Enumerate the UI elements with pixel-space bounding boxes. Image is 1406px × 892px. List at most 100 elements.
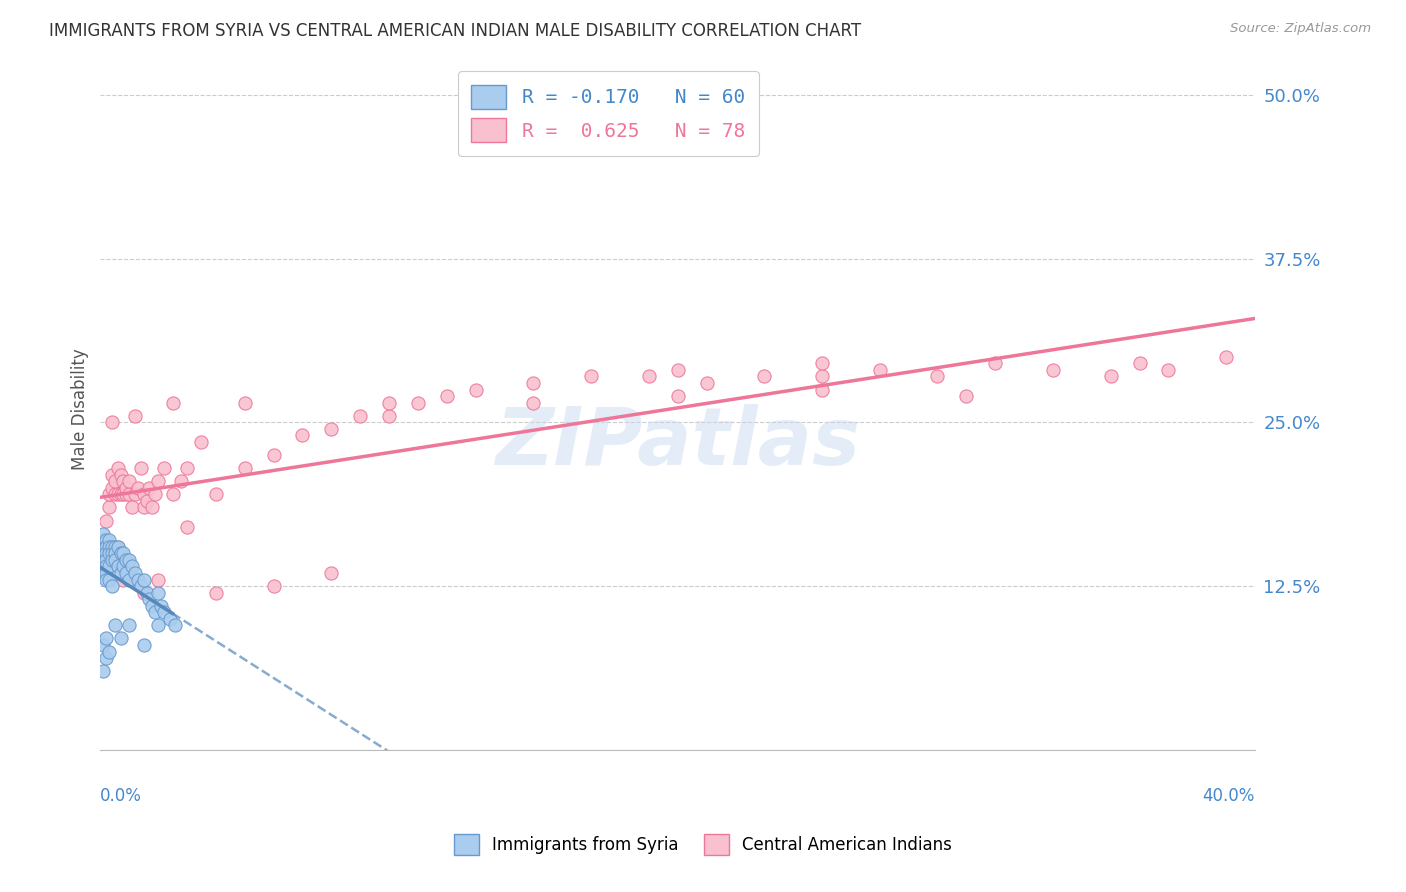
Point xyxy=(91,540,114,554)
Point xyxy=(91,559,114,574)
Legend: Immigrants from Syria, Central American Indians: Immigrants from Syria, Central American … xyxy=(447,828,959,862)
Point xyxy=(91,546,114,560)
Point xyxy=(1157,363,1180,377)
Point xyxy=(165,618,187,632)
Point xyxy=(233,461,256,475)
Point xyxy=(146,585,169,599)
Point xyxy=(115,487,138,501)
Point xyxy=(204,487,226,501)
Point xyxy=(91,553,114,567)
Point xyxy=(170,475,193,489)
Point xyxy=(378,395,401,409)
Point xyxy=(118,566,141,580)
Point xyxy=(112,573,135,587)
Point xyxy=(91,638,114,652)
Point xyxy=(118,487,141,501)
Point xyxy=(132,585,155,599)
Point xyxy=(1099,369,1122,384)
Point xyxy=(153,461,176,475)
Point xyxy=(107,540,129,554)
Point xyxy=(98,644,121,658)
Point xyxy=(124,487,146,501)
Point xyxy=(436,389,458,403)
Point xyxy=(138,481,160,495)
Point xyxy=(115,553,138,567)
Point xyxy=(98,533,121,548)
Point xyxy=(146,475,169,489)
Point xyxy=(101,467,124,482)
Point xyxy=(135,494,157,508)
Point xyxy=(176,520,198,534)
Point xyxy=(104,540,127,554)
Point xyxy=(98,546,121,560)
Point xyxy=(204,585,226,599)
Point xyxy=(101,546,124,560)
Point xyxy=(104,618,127,632)
Point xyxy=(143,605,166,619)
Point xyxy=(118,618,141,632)
Point xyxy=(146,618,169,632)
Point xyxy=(115,481,138,495)
Point xyxy=(98,487,121,501)
Point xyxy=(263,448,285,462)
Point xyxy=(94,540,117,554)
Point xyxy=(464,383,486,397)
Point xyxy=(118,553,141,567)
Point xyxy=(176,461,198,475)
Point xyxy=(124,566,146,580)
Point xyxy=(94,651,117,665)
Point xyxy=(94,559,117,574)
Point xyxy=(101,553,124,567)
Text: ZIPatlas: ZIPatlas xyxy=(495,404,860,483)
Point xyxy=(522,395,544,409)
Point xyxy=(104,475,127,489)
Point xyxy=(1042,363,1064,377)
Point xyxy=(754,369,776,384)
Point xyxy=(1215,350,1237,364)
Point xyxy=(127,573,149,587)
Point xyxy=(522,376,544,390)
Point xyxy=(143,487,166,501)
Point xyxy=(321,422,343,436)
Point xyxy=(94,553,117,567)
Point xyxy=(107,487,129,501)
Text: IMMIGRANTS FROM SYRIA VS CENTRAL AMERICAN INDIAN MALE DISABILITY CORRELATION CHA: IMMIGRANTS FROM SYRIA VS CENTRAL AMERICA… xyxy=(49,22,862,40)
Point xyxy=(110,487,132,501)
Point xyxy=(104,553,127,567)
Point xyxy=(112,559,135,574)
Point xyxy=(98,559,121,574)
Point xyxy=(666,363,689,377)
Point xyxy=(141,500,163,515)
Point xyxy=(135,585,157,599)
Point xyxy=(112,546,135,560)
Point xyxy=(132,487,155,501)
Point xyxy=(110,467,132,482)
Point xyxy=(101,415,124,429)
Point xyxy=(110,546,132,560)
Point xyxy=(121,500,143,515)
Point xyxy=(101,540,124,554)
Point xyxy=(149,599,172,613)
Point xyxy=(91,533,114,548)
Point xyxy=(378,409,401,423)
Point xyxy=(94,632,117,646)
Point xyxy=(104,546,127,560)
Point xyxy=(132,638,155,652)
Point xyxy=(190,434,212,449)
Point xyxy=(124,409,146,423)
Legend: R = -0.170   N = 60, R =  0.625   N = 78: R = -0.170 N = 60, R = 0.625 N = 78 xyxy=(458,71,759,156)
Point xyxy=(811,369,834,384)
Point xyxy=(666,389,689,403)
Point xyxy=(406,395,429,409)
Point xyxy=(869,363,891,377)
Point xyxy=(132,573,155,587)
Point xyxy=(107,461,129,475)
Point xyxy=(984,356,1007,370)
Point xyxy=(94,514,117,528)
Point xyxy=(110,566,132,580)
Y-axis label: Male Disability: Male Disability xyxy=(72,348,89,470)
Point xyxy=(112,487,135,501)
Point xyxy=(811,383,834,397)
Point xyxy=(138,592,160,607)
Point xyxy=(104,487,127,501)
